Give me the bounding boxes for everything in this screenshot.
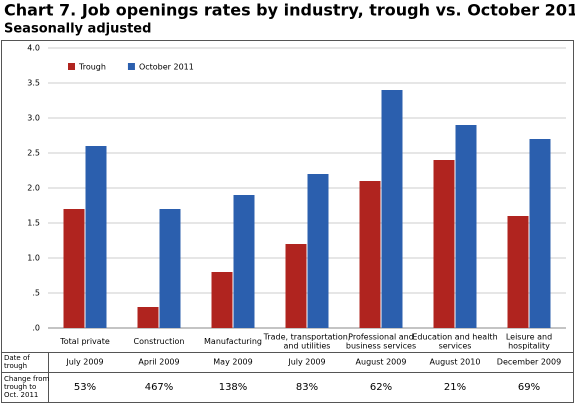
bar bbox=[285, 244, 307, 328]
bar bbox=[159, 209, 181, 328]
table-cell: August 2009 bbox=[356, 358, 407, 367]
y-tick-label: 3.5 bbox=[27, 79, 40, 88]
table-row-header: Change from trough to Oct. 2011 bbox=[4, 375, 49, 399]
table-cell: 62% bbox=[370, 382, 392, 393]
legend-swatch bbox=[68, 63, 75, 70]
table-row-header: Date of trough bbox=[4, 354, 30, 370]
bar bbox=[529, 139, 551, 328]
table-cell: 467% bbox=[145, 382, 174, 393]
y-tick-label: .5 bbox=[32, 289, 40, 298]
table-cell: August 2010 bbox=[430, 358, 481, 367]
table-cell: 138% bbox=[219, 382, 248, 393]
legend-swatch bbox=[127, 63, 135, 70]
y-tick-label: 1.5 bbox=[27, 219, 40, 228]
y-tick-label: 2.5 bbox=[27, 149, 40, 158]
bar bbox=[381, 90, 403, 328]
table-cell: May 2009 bbox=[213, 358, 252, 367]
bar bbox=[307, 174, 329, 328]
legend-label: Trough bbox=[78, 63, 106, 72]
bar bbox=[433, 160, 455, 328]
bar bbox=[85, 146, 107, 328]
x-tick-label: Trade, transportation, and utilities bbox=[263, 332, 351, 350]
table-cell: July 2009 bbox=[287, 358, 325, 367]
chart-frame bbox=[1, 40, 574, 403]
y-tick-label: .0 bbox=[32, 324, 40, 333]
bar bbox=[507, 216, 529, 328]
table-cell: July 2009 bbox=[65, 358, 103, 367]
x-tick-label: Education and health services bbox=[412, 332, 497, 350]
x-tick-label: Total private bbox=[59, 337, 110, 346]
y-tick-label: 4.0 bbox=[27, 44, 40, 53]
table-cell: December 2009 bbox=[497, 358, 561, 367]
bar bbox=[359, 181, 381, 328]
y-tick-label: 1.0 bbox=[27, 254, 40, 263]
table-cell: 69% bbox=[518, 382, 540, 393]
x-tick-label: Leisure and hospitality bbox=[506, 332, 552, 350]
x-tick-label: Manufacturing bbox=[204, 337, 262, 346]
x-tick-label: Professional and business services bbox=[346, 332, 416, 350]
legend-label: October 2011 bbox=[139, 63, 194, 72]
table-cell: 21% bbox=[444, 382, 466, 393]
y-tick-label: 3.0 bbox=[27, 114, 40, 123]
bar bbox=[211, 272, 233, 328]
x-tick-label: Construction bbox=[134, 337, 185, 346]
table-cell: 83% bbox=[296, 382, 318, 393]
table-cell: April 2009 bbox=[138, 358, 179, 367]
chart-title: Chart 7. Job openings rates by industry,… bbox=[4, 1, 575, 20]
table-cell: 53% bbox=[74, 382, 96, 393]
bar bbox=[137, 307, 159, 328]
bar bbox=[455, 125, 477, 328]
bar bbox=[233, 195, 255, 328]
y-tick-label: 2.0 bbox=[27, 184, 40, 193]
bar bbox=[63, 209, 85, 328]
chart-subtitle: Seasonally adjusted bbox=[4, 22, 151, 37]
